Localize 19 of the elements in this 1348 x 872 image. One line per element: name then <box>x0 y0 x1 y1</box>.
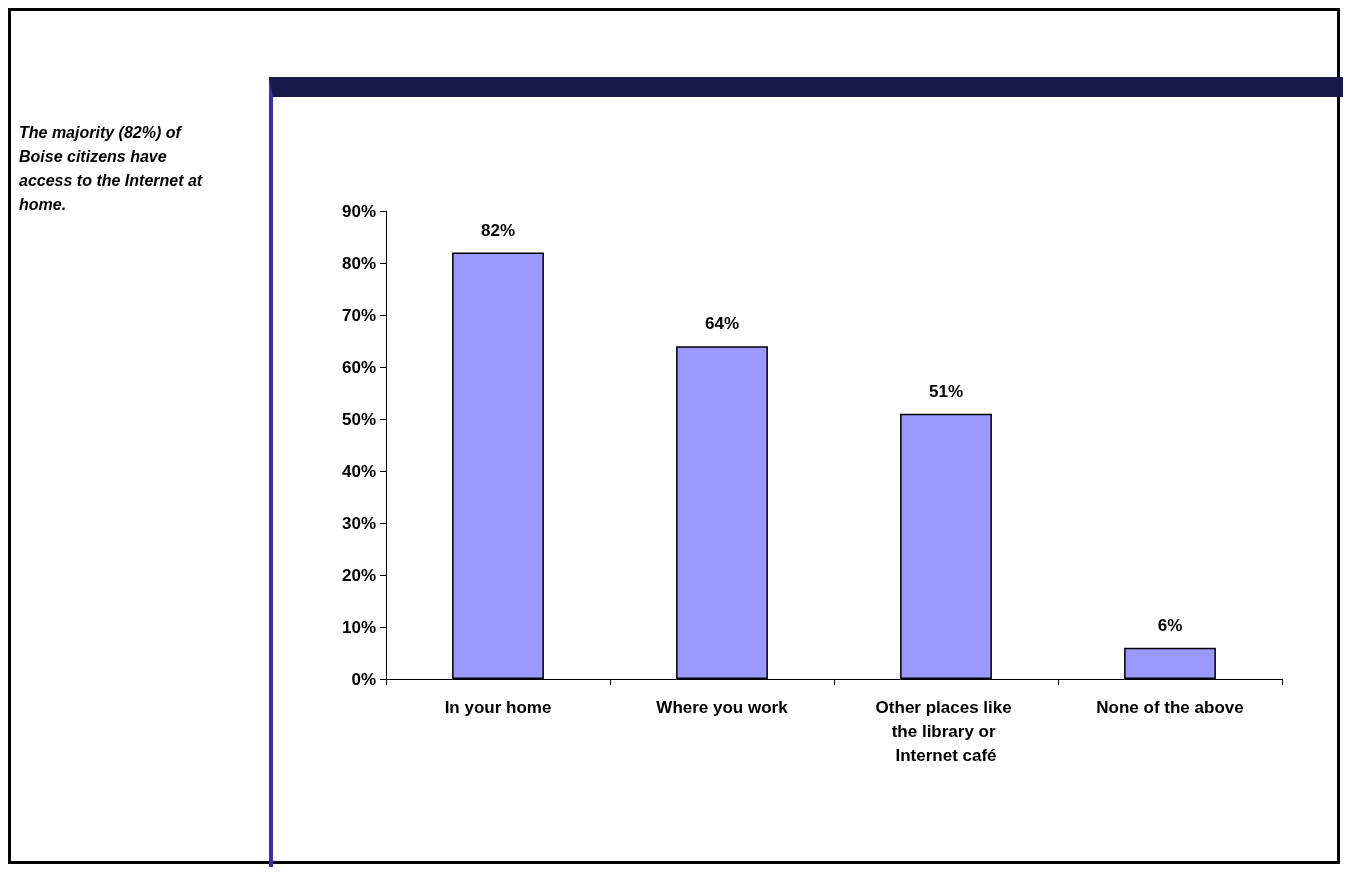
y-tick-label: 80% <box>341 253 376 273</box>
x-tick-label: Other places like the library or Internet café <box>875 697 1017 765</box>
y-tick-label: 30% <box>341 513 376 533</box>
y-tick-label: 0% <box>351 669 376 689</box>
data-label: 64% <box>704 314 740 334</box>
y-tick-label: 70% <box>341 305 376 325</box>
data-label: 51% <box>928 381 964 401</box>
y-tick-label: 10% <box>341 617 376 637</box>
y-tick-label: 40% <box>341 461 376 481</box>
x-tick-label: Where you work <box>656 697 789 717</box>
x-tick-label: In your home <box>444 697 552 717</box>
text: The majority (82%) of Boise citizens have access to the Internet at home. <box>19 123 204 215</box>
data-label: 6% <box>1157 615 1183 635</box>
y-tick-label: 60% <box>341 357 376 377</box>
y-tick-label: 50% <box>341 409 376 429</box>
y-tick-label: 90% <box>341 201 376 221</box>
y-tick-label: 20% <box>341 565 376 585</box>
x-tick-label: None of the above <box>1096 697 1244 717</box>
data-label: 82% <box>480 220 516 240</box>
